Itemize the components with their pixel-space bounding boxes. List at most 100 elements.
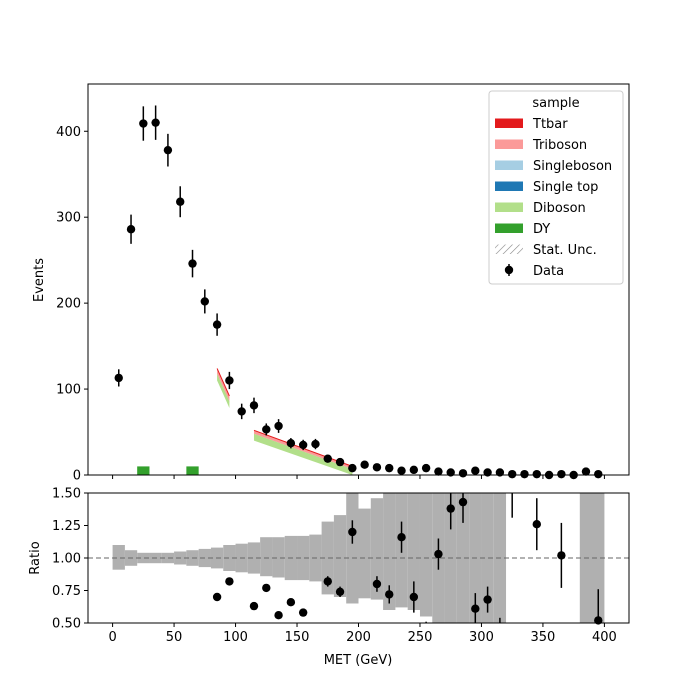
main-y-tick-label: 400 bbox=[56, 125, 81, 140]
ratio-marker bbox=[532, 520, 541, 529]
unc-band-bin bbox=[297, 535, 310, 581]
legend-entry: Singleboson bbox=[495, 159, 612, 174]
legend-entry: Triboson bbox=[495, 138, 587, 153]
ratio-marker bbox=[298, 608, 308, 617]
ratio-marker bbox=[249, 601, 259, 611]
ratio-marker bbox=[286, 598, 296, 607]
legend-entry: Data bbox=[504, 264, 564, 279]
data-point bbox=[249, 397, 259, 414]
data-marker bbox=[458, 469, 468, 478]
legend-label: Single top bbox=[533, 180, 598, 195]
data-point bbox=[409, 465, 419, 475]
unc-band-bin bbox=[370, 498, 384, 600]
ratio-x-tick-label: 200 bbox=[346, 630, 371, 645]
data-marker bbox=[409, 465, 419, 475]
data-point bbox=[385, 463, 394, 473]
data-marker bbox=[286, 439, 296, 448]
ratio-y-tick-label: 1.00 bbox=[52, 552, 81, 567]
data-marker bbox=[176, 197, 185, 206]
legend-label: Stat. Unc. bbox=[533, 243, 597, 258]
ratio-point bbox=[348, 520, 357, 544]
data-marker bbox=[323, 454, 332, 463]
data-marker bbox=[532, 469, 541, 479]
data-marker bbox=[114, 373, 123, 383]
ratio-point bbox=[298, 608, 308, 617]
data-marker bbox=[139, 119, 148, 128]
ratio-point bbox=[274, 611, 283, 620]
ratio-point bbox=[557, 522, 566, 588]
data-marker bbox=[348, 463, 357, 473]
diboson-area-1 bbox=[253, 433, 353, 475]
ratio-point bbox=[532, 498, 541, 551]
ratio-marker bbox=[348, 527, 357, 537]
ratio-marker bbox=[397, 533, 406, 542]
legend-label: Ttbar bbox=[532, 117, 568, 132]
ratio-point bbox=[286, 598, 296, 607]
data-point bbox=[237, 403, 246, 420]
ratio-point bbox=[335, 586, 345, 597]
data-marker bbox=[557, 469, 566, 479]
data-marker bbox=[372, 463, 382, 472]
data-point bbox=[507, 469, 517, 479]
unc-band-bin bbox=[321, 521, 334, 595]
ratio-x-axis-label: MET (GeV) bbox=[324, 653, 393, 668]
data-point bbox=[323, 454, 332, 463]
ratio-x-tick-label: 250 bbox=[408, 630, 433, 645]
dy-bar-0 bbox=[137, 466, 150, 475]
data-point bbox=[163, 133, 173, 167]
data-point bbox=[581, 467, 591, 476]
ratio-y-tick-label: 0.50 bbox=[52, 617, 81, 632]
ratio-marker bbox=[446, 504, 455, 513]
main-y-tick-label: 100 bbox=[56, 383, 81, 398]
unc-band-bin bbox=[272, 537, 285, 578]
legend-swatch bbox=[495, 223, 523, 233]
legend-hatch-swatch bbox=[495, 244, 523, 254]
data-marker bbox=[311, 439, 320, 449]
ratio-x-tick-label: 150 bbox=[285, 630, 310, 645]
data-point bbox=[372, 463, 382, 472]
dy-bar-1 bbox=[186, 466, 199, 475]
ratio-point bbox=[225, 577, 234, 586]
data-point bbox=[151, 105, 160, 140]
data-point bbox=[421, 463, 431, 473]
main-y-tick-label: 200 bbox=[56, 297, 81, 312]
ratio-y-tick-label: 1.50 bbox=[52, 487, 81, 502]
main-y-ticks: 0 100 200 300 400 bbox=[56, 125, 88, 484]
ratio-point bbox=[385, 585, 394, 604]
unc-band-bin bbox=[161, 552, 175, 564]
legend-entries: Ttbar Triboson Singleboson Single top Diboso… bbox=[495, 117, 612, 279]
legend-entry: Ttbar bbox=[495, 117, 568, 132]
ratio-x-tick-label: 50 bbox=[166, 630, 183, 645]
unc-band-bin bbox=[112, 545, 125, 570]
legend-label: Triboson bbox=[532, 138, 587, 153]
legend-entry: Single top bbox=[495, 180, 598, 195]
data-point bbox=[594, 469, 603, 479]
unc-band-bin bbox=[137, 552, 150, 564]
ratio-x-tick-label: 350 bbox=[531, 630, 556, 645]
legend-entry: Stat. Unc. bbox=[495, 243, 597, 258]
data-point bbox=[139, 106, 148, 141]
data-marker bbox=[385, 463, 394, 473]
data-point bbox=[225, 371, 234, 390]
legend-label: DY bbox=[533, 222, 550, 237]
legend-label: Data bbox=[533, 264, 564, 279]
data-point bbox=[311, 438, 320, 450]
unc-band-bin bbox=[333, 515, 347, 597]
ratio-marker bbox=[225, 577, 234, 586]
data-point bbox=[188, 249, 197, 278]
data-point bbox=[532, 469, 541, 479]
main-panel: 0 100 200 300 400 Events sample Ttbar Triboso… bbox=[32, 83, 630, 484]
data-point bbox=[335, 457, 345, 467]
unc-band-bin bbox=[260, 537, 273, 577]
data-marker bbox=[434, 467, 443, 476]
unc-band-bin bbox=[346, 493, 359, 604]
triboson-area-0 bbox=[217, 368, 230, 402]
ratio-point bbox=[458, 493, 468, 523]
ratio-plot-layer bbox=[88, 493, 629, 625]
ratio-marker bbox=[274, 611, 283, 620]
ratio-marker bbox=[483, 595, 492, 604]
unc-band-bin bbox=[223, 545, 236, 571]
data-point bbox=[274, 419, 283, 433]
unc-band-bin bbox=[481, 493, 494, 623]
main-x-ticks bbox=[112, 475, 605, 479]
